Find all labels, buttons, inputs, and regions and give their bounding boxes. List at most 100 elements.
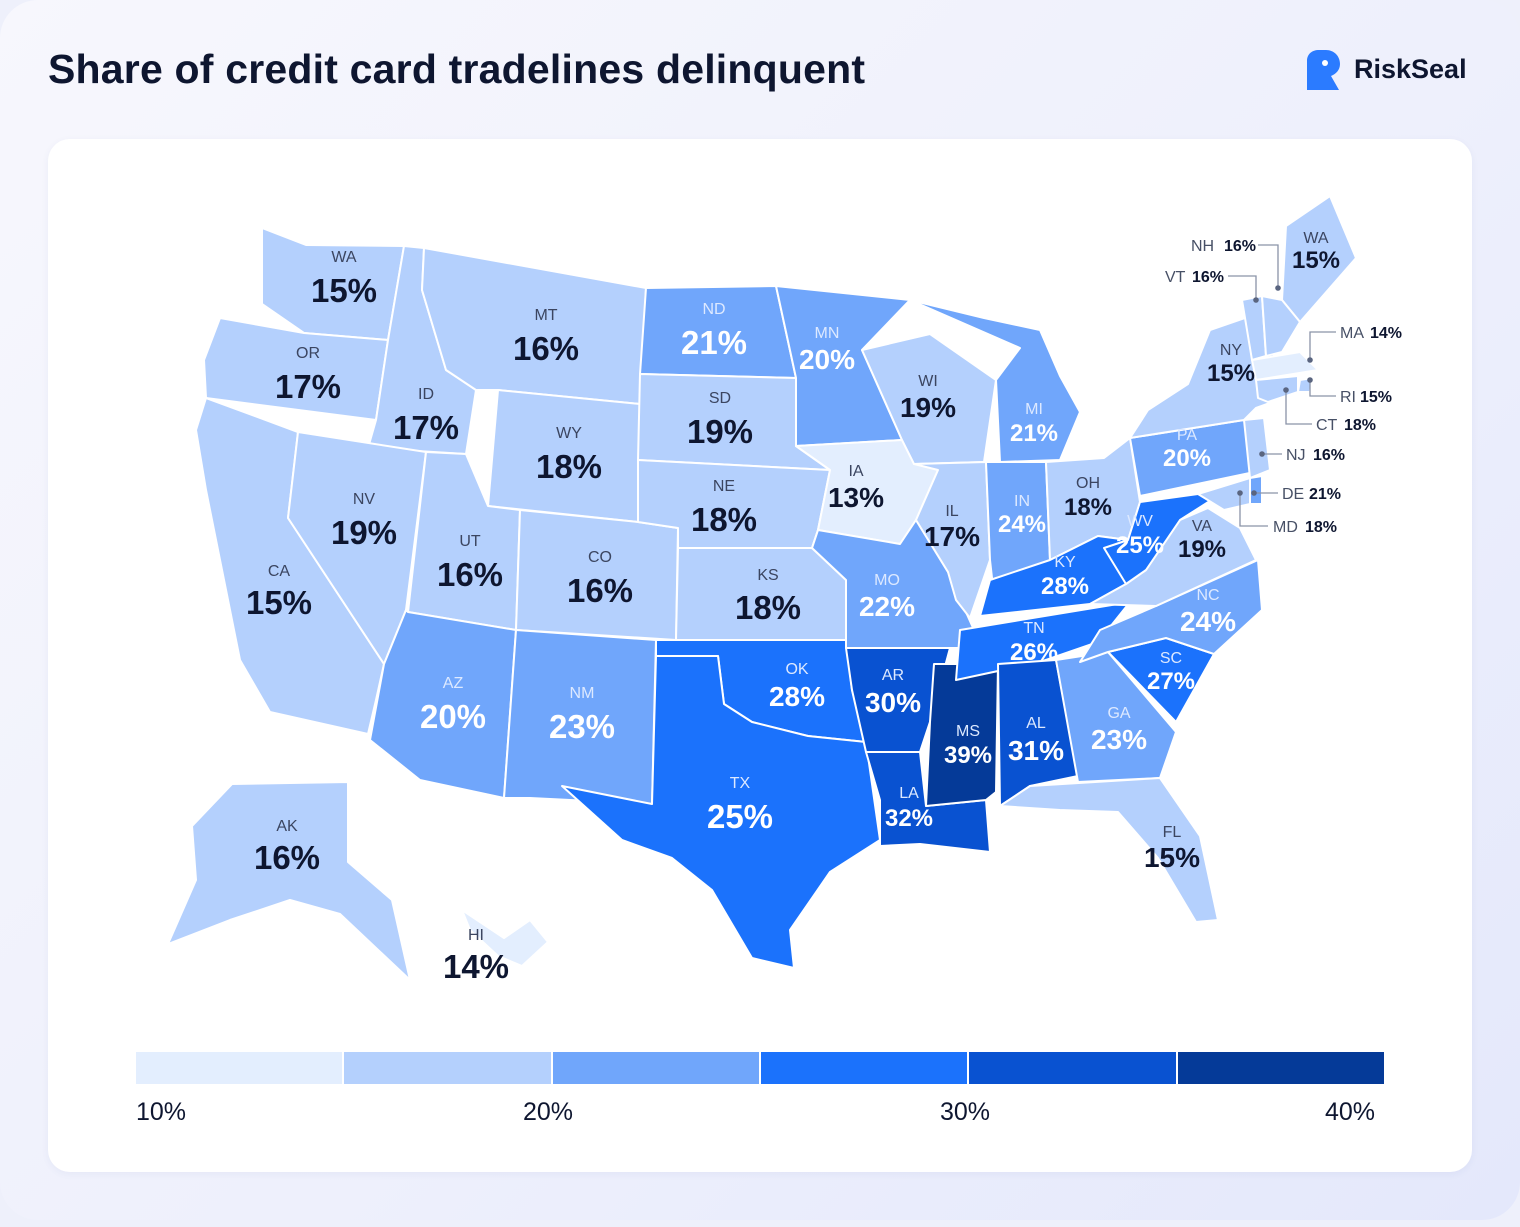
state-value-nj: 16% <box>1313 447 1345 464</box>
state-value-me: 15% <box>1292 247 1340 274</box>
state-abbr-sc: SC <box>1160 650 1182 667</box>
state-value-tn: 26% <box>1010 639 1058 666</box>
state-shape-tx <box>561 655 881 969</box>
state-shape-al <box>997 659 1079 807</box>
state-abbr-ut: UT <box>459 533 481 550</box>
state-abbr-ny: NY <box>1220 342 1243 359</box>
legend-swatch-3 <box>552 1052 761 1084</box>
leader-dot-nh <box>1275 285 1281 291</box>
legend-tick-label: 30% <box>940 1098 991 1126</box>
state-value-fl: 15% <box>1144 842 1200 873</box>
state-abbr-oh: OH <box>1076 475 1100 492</box>
state-value-al: 31% <box>1008 735 1064 766</box>
state-abbr-nd: ND <box>702 301 725 318</box>
state-abbr-il: IL <box>945 503 958 520</box>
state-shape-nj <box>1243 417 1271 479</box>
state-abbr-nm: NM <box>570 685 595 702</box>
state-abbr-ks: KS <box>757 567 778 584</box>
state-abbr-nj: NJ <box>1286 447 1306 464</box>
legend-tick-label: 40% <box>1325 1098 1376 1126</box>
state-abbr-ia: IA <box>848 463 863 480</box>
state-shape-hi <box>461 909 549 967</box>
riskseal-logo-icon <box>1307 49 1340 90</box>
state-abbr-tx: TX <box>730 775 751 792</box>
state-value-nv: 19% <box>331 514 397 551</box>
legend-swatch-4 <box>760 1052 970 1084</box>
state-value-co: 16% <box>567 572 633 609</box>
state-shape-me <box>1281 195 1357 323</box>
leader-dot-ri <box>1307 377 1313 383</box>
state-abbr-vt: VT <box>1165 269 1186 286</box>
state-value-in: 24% <box>998 511 1046 538</box>
state-abbr-ak: AK <box>276 818 298 835</box>
leader-dot-md <box>1237 490 1243 496</box>
state-abbr-va: VA <box>1192 518 1212 535</box>
state-abbr-ky: KY <box>1054 554 1076 571</box>
state-value-sc: 27% <box>1147 668 1195 695</box>
state-abbr-wy: WY <box>556 425 582 442</box>
state-abbr-ok: OK <box>785 661 808 678</box>
state-abbr-wa: WA <box>331 249 357 266</box>
state-abbr-co: CO <box>588 549 612 566</box>
state-value-il: 17% <box>924 521 980 552</box>
state-value-ca: 15% <box>246 584 312 621</box>
state-abbr-nh: NH <box>1191 238 1214 255</box>
leader-dot-nj <box>1259 451 1265 457</box>
state-abbr-ri: RI <box>1340 389 1356 406</box>
state-abbr-az: AZ <box>443 675 464 692</box>
legend-color-scale <box>136 1052 1384 1084</box>
state-value-mt: 16% <box>513 330 579 367</box>
state-shape-ma <box>1251 351 1319 381</box>
state-shape-la <box>865 751 991 853</box>
leader-dot-ct <box>1283 387 1289 393</box>
state-value-mi: 21% <box>1010 420 1058 447</box>
brand-logo: RiskSeal <box>1303 48 1467 90</box>
state-value-va: 19% <box>1178 536 1226 563</box>
state-value-wa: 15% <box>311 272 377 309</box>
state-value-la: 32% <box>885 805 933 832</box>
state-value-ut: 16% <box>437 556 503 593</box>
state-shape-ak <box>167 781 411 981</box>
state-abbr-nv: NV <box>353 491 376 508</box>
state-value-az: 20% <box>420 698 486 735</box>
state-abbr-me: WA <box>1303 230 1329 247</box>
state-value-ne: 18% <box>691 501 757 538</box>
state-abbr-ga: GA <box>1107 705 1130 722</box>
leader-line-vt <box>1228 275 1257 300</box>
state-abbr-ar: AR <box>882 667 904 684</box>
state-abbr-tn: TN <box>1023 620 1044 637</box>
state-value-tx: 25% <box>707 798 773 835</box>
state-abbr-in: IN <box>1014 493 1030 510</box>
leader-dot-de <box>1251 490 1257 496</box>
state-abbr-fl: FL <box>1163 824 1182 841</box>
state-abbr-de: DE <box>1282 486 1304 503</box>
legend-swatch-2 <box>344 1052 553 1084</box>
state-value-md: 18% <box>1305 519 1337 536</box>
state-value-nm: 23% <box>549 708 615 745</box>
legend-swatch-5 <box>969 1052 1178 1084</box>
state-abbr-wv: WV <box>1127 513 1153 530</box>
leader-line-ma <box>1309 331 1336 360</box>
state-shape-mi <box>909 299 1081 463</box>
state-value-sd: 19% <box>687 413 753 450</box>
state-value-vt: 16% <box>1192 269 1224 286</box>
state-value-ms: 39% <box>944 742 992 769</box>
state-shape-ct <box>1255 375 1299 403</box>
state-shape-nh <box>1261 295 1301 357</box>
leader-dot-ma <box>1307 357 1313 363</box>
state-abbr-al: AL <box>1026 715 1046 732</box>
state-value-nh: 16% <box>1224 238 1256 255</box>
leader-dot-vt <box>1253 297 1259 303</box>
state-value-ct: 18% <box>1344 417 1376 434</box>
state-value-wv: 25% <box>1116 532 1164 559</box>
state-abbr-mn: MN <box>815 325 840 342</box>
state-abbr-nc: NC <box>1196 587 1219 604</box>
state-abbr-ca: CA <box>268 563 291 580</box>
state-abbr-hi: HI <box>468 927 484 944</box>
state-value-ma: 14% <box>1370 325 1402 342</box>
state-abbr-sd: SD <box>709 390 731 407</box>
state-shape-de <box>1249 475 1263 505</box>
state-value-hi: 14% <box>443 948 509 985</box>
state-value-de: 21% <box>1309 486 1341 503</box>
